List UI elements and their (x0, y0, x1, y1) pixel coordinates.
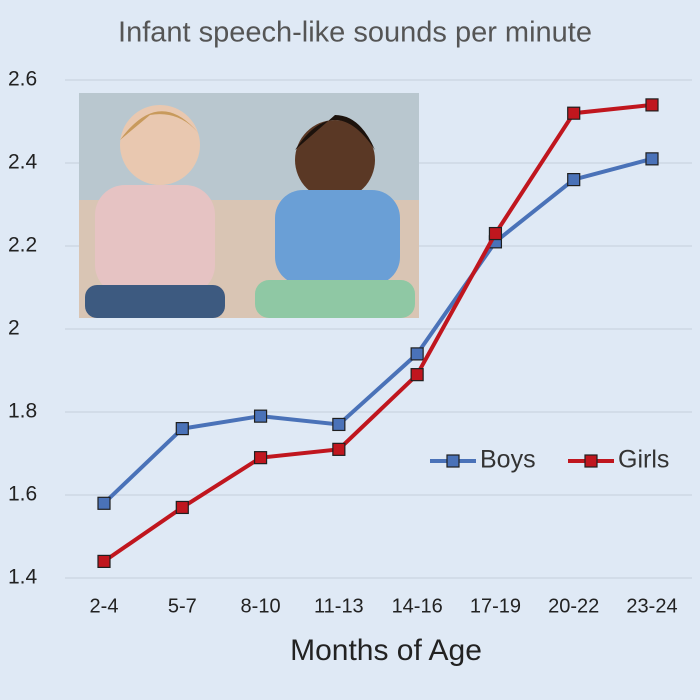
x-tick-label: 2-4 (90, 595, 119, 617)
y-tick-label: 2.2 (8, 234, 37, 257)
y-tick-label: 2.4 (8, 151, 38, 174)
x-tick-label: 8-10 (241, 595, 281, 617)
data-point (175, 500, 189, 515)
data-point (645, 98, 659, 112)
plot (97, 98, 659, 569)
y-tick-label: 2.6 (8, 68, 37, 91)
x-axis-title: Months of Age (290, 634, 482, 667)
x-tick-label: 5-7 (168, 595, 197, 617)
x-tick-label: 14-16 (392, 595, 443, 617)
y-tick-label: 2 (8, 317, 20, 340)
legend-label: Boys (480, 446, 536, 474)
series-line (102, 102, 653, 564)
data-point (410, 368, 424, 382)
y-tick-label: 1.6 (8, 483, 37, 506)
data-point (567, 173, 581, 187)
chart-title: Infant speech-like sounds per minute (118, 17, 592, 49)
legend-marker (584, 454, 598, 468)
legend-label: Girls (618, 446, 669, 474)
data-point (97, 554, 111, 569)
data-point (567, 106, 581, 120)
data-point (97, 496, 111, 510)
x-tick-label: 23-24 (626, 595, 677, 617)
data-point (488, 226, 503, 241)
data-point (645, 152, 659, 166)
y-tick-label: 1.4 (8, 566, 38, 589)
x-tick-label: 17-19 (470, 595, 521, 617)
data-point (410, 347, 424, 361)
grid: 1.4 1.6 1.8 2 2.2 2.4 2.6 2-4 5-7 8-10 11-13 14-16 1… (8, 68, 692, 617)
data-point (332, 442, 346, 456)
data-point (175, 422, 189, 436)
legend-marker (446, 454, 460, 468)
x-tick-label: 11-13 (314, 595, 364, 617)
data-point (253, 409, 268, 423)
data-point (332, 417, 346, 432)
y-tick-label: 1.8 (8, 400, 37, 423)
series-line (102, 156, 653, 505)
legend: Boys Girls (430, 446, 669, 474)
data-point (253, 451, 268, 465)
photo (79, 93, 419, 318)
x-tick-label: 20-22 (548, 595, 599, 617)
